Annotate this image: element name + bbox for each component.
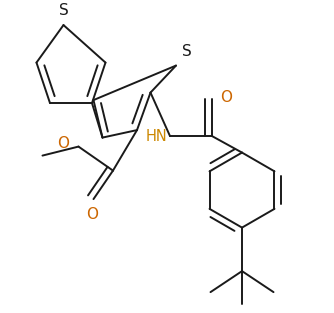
Text: S: S (182, 44, 192, 59)
Text: HN: HN (146, 129, 168, 144)
Text: O: O (86, 208, 98, 223)
Text: O: O (57, 136, 69, 151)
Text: S: S (58, 3, 68, 18)
Text: O: O (220, 90, 232, 105)
